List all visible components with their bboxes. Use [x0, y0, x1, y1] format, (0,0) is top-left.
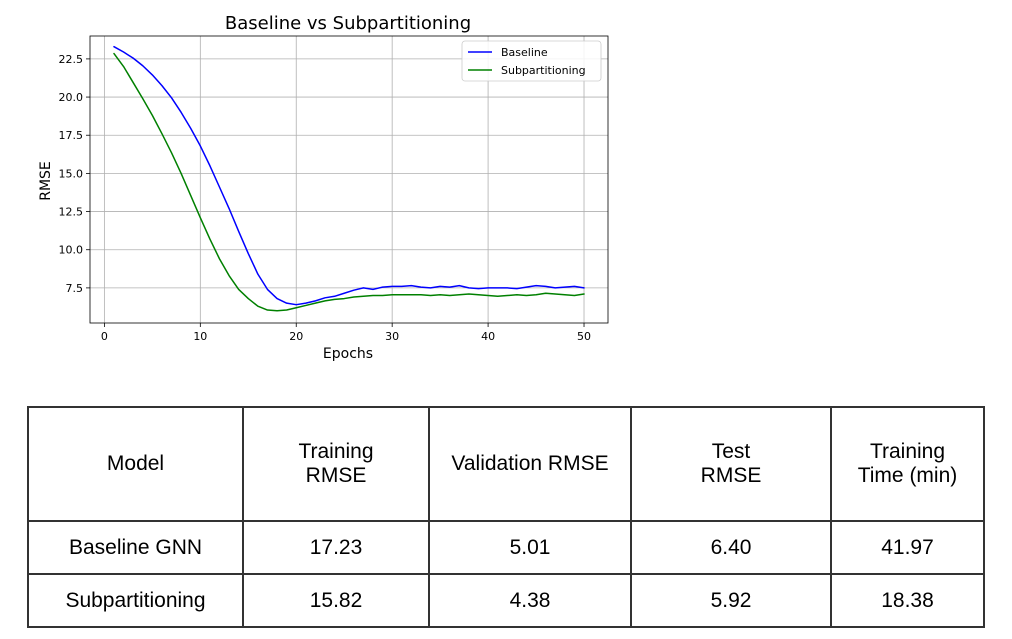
table-cell: 41.97 [830, 520, 985, 575]
header-validation-rmse: Validation RMSE [428, 406, 632, 522]
table-cell: 4.38 [428, 573, 632, 628]
y-tick-label: 10.0 [59, 244, 84, 257]
header-text: RMSE [305, 464, 367, 487]
table-cell: 17.23 [242, 520, 430, 575]
table-cell: 15.82 [242, 573, 430, 628]
y-tick-label: 17.5 [59, 129, 84, 142]
x-tick-label: 20 [289, 330, 303, 343]
header-text: Training [869, 440, 946, 463]
y-tick-label: 12.5 [59, 206, 84, 219]
results-table: Model Training RMSE Validation RMSE Test… [27, 406, 985, 628]
x-tick-label: 10 [193, 330, 207, 343]
legend-label: Subpartitioning [501, 64, 586, 77]
y-axis-label: RMSE [38, 161, 54, 201]
plot-area: 0 10 20 30 40 50 7.5 10.0 12.5 15.0 17.5 20.0 22.5 Ba… [59, 35, 609, 343]
table-row: Baseline GNN 17.23 5.01 6.40 41.97 [27, 520, 985, 575]
header-model: Model [27, 406, 244, 522]
line-chart: Baseline vs Subpartitioning 0 10 20 30 40 50 7… [38, 13, 609, 362]
axes-frame [89, 35, 609, 324]
x-tick-label: 40 [481, 330, 495, 343]
x-axis-label: Epochs [323, 346, 373, 362]
table-header-row: Model Training RMSE Validation RMSE Test… [27, 406, 985, 522]
y-tick-label: 20.0 [59, 91, 84, 104]
header-training-rmse: Training RMSE [242, 406, 430, 522]
header-text: Time (min) [857, 464, 958, 487]
x-tick-label: 30 [385, 330, 399, 343]
header-text: Training [298, 440, 374, 463]
table-cell: 5.01 [428, 520, 632, 575]
table-cell: 6.40 [630, 520, 832, 575]
table-row: Subpartitioning 15.82 4.38 5.92 18.38 [27, 573, 985, 628]
header-training-time: Training Time (min) [830, 406, 985, 522]
x-tick-label: 0 [101, 330, 108, 343]
y-tick-label: 7.5 [66, 282, 84, 295]
y-tick-label: 22.5 [59, 53, 84, 66]
header-text: RMSE [700, 464, 762, 487]
legend-label: Baseline [501, 46, 548, 59]
header-text: Test [711, 440, 751, 463]
table-cell: 18.38 [830, 573, 985, 628]
series-line-subpartitioning [113, 52, 585, 312]
chart-title: Baseline vs Subpartitioning [225, 13, 471, 34]
header-test-rmse: Test RMSE [630, 406, 832, 522]
y-tick-label: 15.0 [59, 167, 84, 180]
table-cell: Subpartitioning [27, 573, 244, 628]
table-cell: Baseline GNN [27, 520, 244, 575]
legend-box [461, 40, 602, 82]
header-text: Validation RMSE [451, 452, 609, 475]
table-cell: 5.92 [630, 573, 832, 628]
x-tick-label: 50 [577, 330, 591, 343]
series-line-baseline [113, 45, 585, 306]
header-text: Model [106, 452, 165, 475]
